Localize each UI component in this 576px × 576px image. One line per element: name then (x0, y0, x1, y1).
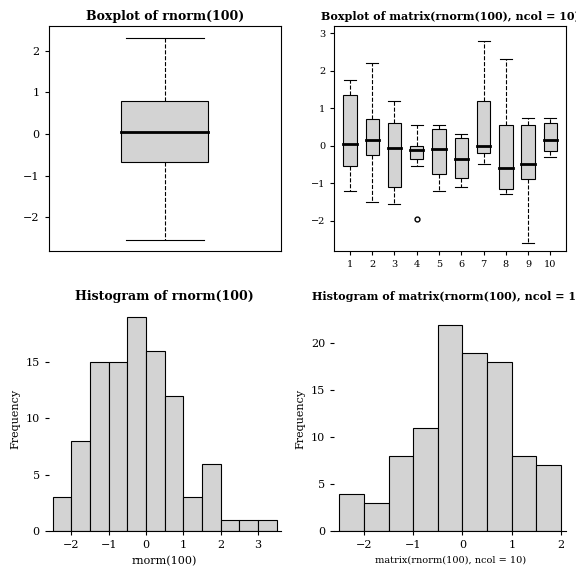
Bar (165, 396, 183, 531)
Y-axis label: Frequency: Frequency (10, 388, 20, 449)
Bar (109, 362, 127, 531)
Bar (433, 129, 446, 174)
Bar (221, 520, 240, 531)
Bar (258, 520, 276, 531)
X-axis label: rnorm(100): rnorm(100) (132, 556, 198, 566)
Bar (463, 353, 487, 531)
Bar (343, 95, 357, 166)
Bar (388, 123, 401, 187)
Title: Histogram of matrix(rnorm(100), ncol = 10): Histogram of matrix(rnorm(100), ncol = 1… (312, 291, 576, 302)
Bar (454, 138, 468, 177)
Y-axis label: Frequency: Frequency (295, 388, 305, 449)
Bar (183, 497, 202, 531)
Bar (438, 325, 463, 531)
Bar (366, 119, 379, 155)
Bar (544, 123, 557, 151)
Bar (389, 456, 413, 531)
Title: Boxplot of rnorm(100): Boxplot of rnorm(100) (86, 10, 244, 23)
Bar (240, 520, 258, 531)
Bar (410, 146, 423, 159)
Bar (121, 101, 208, 162)
Bar (413, 428, 438, 531)
Bar (127, 317, 146, 531)
Bar (71, 441, 90, 531)
Bar (364, 503, 389, 531)
Bar (487, 362, 512, 531)
Bar (339, 494, 364, 531)
Bar (52, 497, 71, 531)
Bar (521, 125, 535, 180)
Bar (202, 464, 221, 531)
Bar (499, 125, 513, 189)
X-axis label: matrix(rnorm(100), ncol = 10): matrix(rnorm(100), ncol = 10) (374, 556, 526, 564)
Bar (90, 362, 109, 531)
Bar (146, 351, 165, 531)
Title: Histogram of rnorm(100): Histogram of rnorm(100) (75, 290, 254, 304)
Bar (512, 456, 536, 531)
Title: Boxplot of matrix(rnorm(100), ncol = 10): Boxplot of matrix(rnorm(100), ncol = 10) (321, 11, 576, 22)
Bar (477, 101, 490, 153)
Bar (536, 465, 561, 531)
